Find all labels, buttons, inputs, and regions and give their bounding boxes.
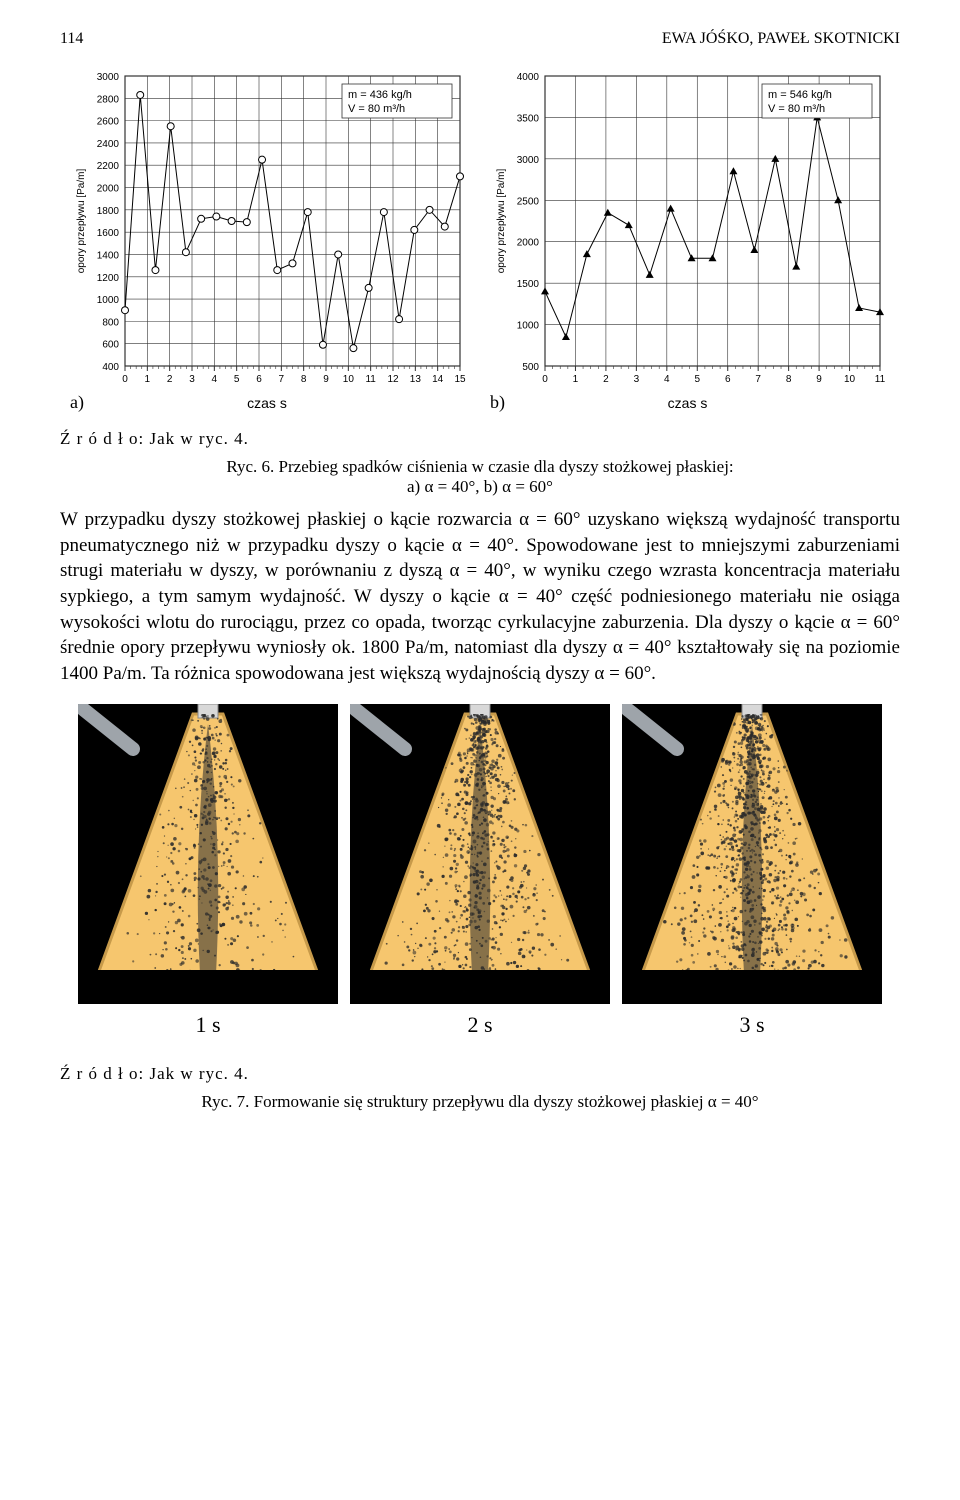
chart-b-sublabel: b) bbox=[490, 392, 505, 413]
svg-text:2000: 2000 bbox=[97, 184, 120, 195]
photo-labels-row: 1 s 2 s 3 s bbox=[60, 1012, 900, 1038]
svg-text:7: 7 bbox=[755, 374, 761, 385]
svg-text:2: 2 bbox=[603, 374, 609, 385]
svg-text:1800: 1800 bbox=[97, 206, 120, 217]
svg-text:12: 12 bbox=[387, 374, 399, 385]
svg-text:4: 4 bbox=[212, 374, 218, 385]
svg-text:1200: 1200 bbox=[97, 273, 120, 284]
authors: EWA JÓŚKO, PAWEŁ SKOTNICKI bbox=[662, 30, 900, 48]
svg-text:3500: 3500 bbox=[517, 113, 540, 124]
fig7-source: Ź r ó d ł o: Jak w ryc. 4. bbox=[60, 1064, 900, 1084]
chart-b: 500 1000 1500 2000 2500 3000 3500 4000 0 1 2 3 4 5 6 7 8… bbox=[490, 68, 890, 388]
svg-text:m = 546 kg/h: m = 546 kg/h bbox=[768, 89, 832, 101]
page-number: 114 bbox=[60, 30, 83, 48]
chart-a-xlabel: czas s bbox=[247, 395, 287, 411]
paragraph: W przypadku dyszy stożkowej płaskiej o k… bbox=[60, 507, 900, 686]
chart-b-wrap: 500 1000 1500 2000 2500 3000 3500 4000 0 1 2 3 4 5 6 7 8… bbox=[490, 68, 890, 413]
svg-text:3: 3 bbox=[189, 374, 195, 385]
svg-text:8: 8 bbox=[786, 374, 792, 385]
fig6-caption-title: Ryc. 6. Przebieg spadków ciśnienia w cza… bbox=[60, 457, 900, 477]
svg-text:3: 3 bbox=[634, 374, 640, 385]
svg-text:4000: 4000 bbox=[517, 72, 540, 83]
svg-text:5: 5 bbox=[694, 374, 700, 385]
svg-text:0: 0 bbox=[122, 374, 128, 385]
svg-text:1000: 1000 bbox=[97, 295, 120, 306]
charts-row: 4006008001000120014001600180020002200240… bbox=[60, 68, 900, 413]
svg-text:800: 800 bbox=[102, 317, 119, 328]
svg-text:10: 10 bbox=[844, 374, 856, 385]
svg-text:9: 9 bbox=[323, 374, 329, 385]
svg-text:11: 11 bbox=[875, 374, 886, 385]
svg-text:9: 9 bbox=[816, 374, 822, 385]
svg-text:V = 80 m³/h: V = 80 m³/h bbox=[348, 103, 405, 115]
svg-text:3000: 3000 bbox=[517, 155, 540, 166]
svg-text:1: 1 bbox=[145, 374, 151, 385]
svg-text:m = 436 kg/h: m = 436 kg/h bbox=[348, 89, 412, 101]
chart-a: 4006008001000120014001600180020002200240… bbox=[70, 68, 470, 388]
svg-text:0: 0 bbox=[542, 374, 548, 385]
svg-text:7: 7 bbox=[279, 374, 285, 385]
svg-text:2500: 2500 bbox=[517, 196, 540, 207]
svg-text:1000: 1000 bbox=[517, 321, 540, 332]
svg-text:600: 600 bbox=[102, 340, 119, 351]
svg-text:400: 400 bbox=[102, 362, 119, 373]
svg-text:11: 11 bbox=[365, 374, 376, 385]
svg-text:1: 1 bbox=[573, 374, 579, 385]
chart-b-xlabel: czas s bbox=[668, 395, 708, 411]
svg-text:2400: 2400 bbox=[97, 139, 120, 150]
fig6-caption-sub: a) α = 40°, b) α = 60° bbox=[60, 477, 900, 497]
svg-text:3000: 3000 bbox=[97, 72, 120, 83]
svg-text:2600: 2600 bbox=[97, 117, 120, 128]
svg-text:2800: 2800 bbox=[97, 94, 120, 105]
svg-text:4: 4 bbox=[664, 374, 670, 385]
photo-label-3: 3 s bbox=[622, 1012, 882, 1038]
svg-text:1500: 1500 bbox=[517, 279, 540, 290]
svg-text:opory przepływu [Pa/m]: opory przepływu [Pa/m] bbox=[496, 169, 507, 274]
photo-label-1: 1 s bbox=[78, 1012, 338, 1038]
svg-text:5: 5 bbox=[234, 374, 240, 385]
svg-text:2000: 2000 bbox=[517, 238, 540, 249]
svg-text:2200: 2200 bbox=[97, 161, 120, 172]
svg-text:15: 15 bbox=[454, 374, 466, 385]
svg-text:8: 8 bbox=[301, 374, 307, 385]
svg-text:13: 13 bbox=[410, 374, 422, 385]
svg-text:14: 14 bbox=[432, 374, 444, 385]
photos-row bbox=[60, 704, 900, 1004]
svg-text:opory przepływu [Pa/m]: opory przepływu [Pa/m] bbox=[76, 169, 87, 274]
svg-text:10: 10 bbox=[343, 374, 355, 385]
photo-label-2: 2 s bbox=[350, 1012, 610, 1038]
photo bbox=[622, 704, 882, 1004]
svg-text:1600: 1600 bbox=[97, 228, 120, 239]
svg-text:6: 6 bbox=[725, 374, 731, 385]
svg-text:6: 6 bbox=[256, 374, 262, 385]
page-header: 114 EWA JÓŚKO, PAWEŁ SKOTNICKI bbox=[60, 30, 900, 48]
svg-text:V = 80 m³/h: V = 80 m³/h bbox=[768, 103, 825, 115]
chart-a-wrap: 4006008001000120014001600180020002200240… bbox=[70, 68, 470, 413]
photo bbox=[78, 704, 338, 1004]
fig6-source: Ź r ó d ł o: Jak w ryc. 4. bbox=[60, 429, 900, 449]
svg-text:1400: 1400 bbox=[97, 250, 120, 261]
photo bbox=[350, 704, 610, 1004]
svg-text:500: 500 bbox=[522, 362, 539, 373]
svg-text:2: 2 bbox=[167, 374, 173, 385]
fig7-caption: Ryc. 7. Formowanie się struktury przepły… bbox=[60, 1092, 900, 1112]
chart-a-sublabel: a) bbox=[70, 392, 84, 413]
